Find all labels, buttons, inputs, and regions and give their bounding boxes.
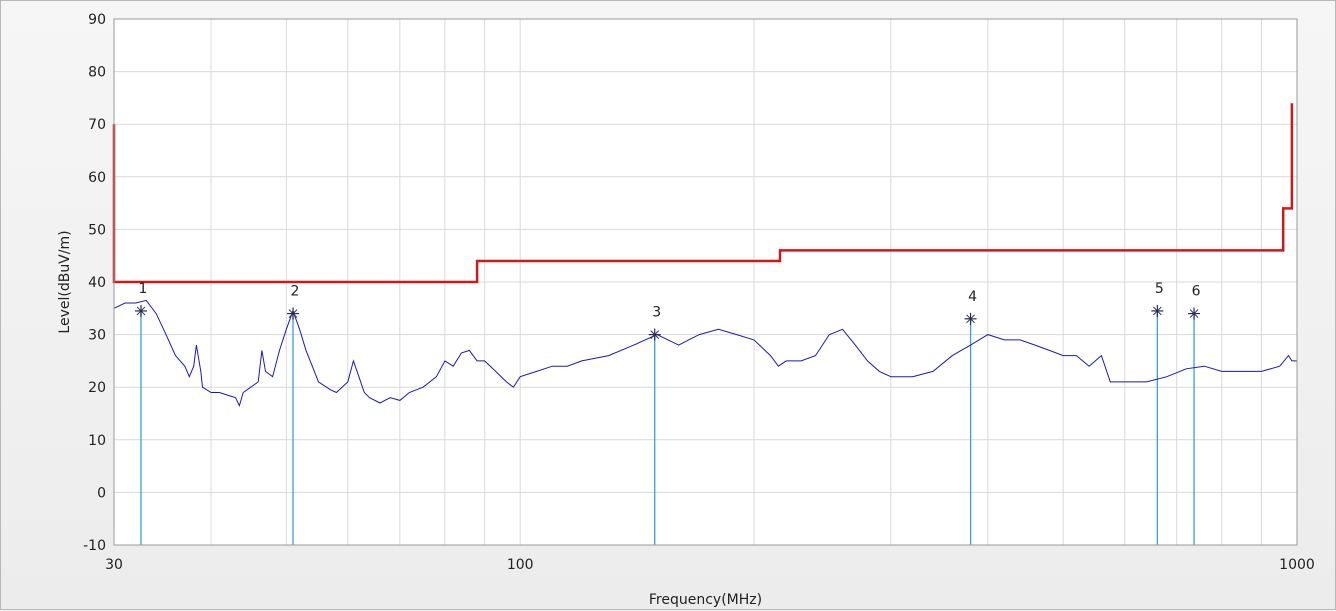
y-tick-labels: -10 0 10 20 30 40 50 60 70 80 90 — [83, 12, 106, 554]
marker-point — [1188, 307, 1201, 320]
y-tick-label: 20 — [88, 380, 106, 396]
x-axis-title: Frequency(MHz) — [649, 592, 762, 608]
y-tick-label: 70 — [88, 117, 106, 133]
y-tick-label: 10 — [88, 433, 106, 449]
marker-point — [287, 307, 300, 320]
y-axis-title: Level(dBuV/m) — [57, 230, 73, 333]
y-tick-label: 40 — [88, 275, 106, 291]
plot-border — [113, 18, 1298, 546]
marker-point — [135, 304, 148, 317]
y-tick-label: 30 — [88, 328, 106, 344]
y-tick-label: -10 — [83, 538, 106, 554]
y-tick-label: 50 — [88, 222, 106, 238]
y-tick-label: 80 — [88, 65, 106, 81]
x-tick-label: 1000 — [1279, 557, 1315, 573]
marker-label: 1 — [139, 281, 148, 297]
marker-lines — [140, 310, 1195, 545]
marker-symbols: 1 2 3 4 5 6 — [135, 281, 1201, 341]
marker-point — [648, 328, 661, 341]
y-tick-label: 0 — [97, 485, 106, 501]
marker-label: 3 — [652, 305, 661, 321]
x-tick-label: 30 — [105, 557, 123, 573]
x-tick-label: 100 — [507, 557, 534, 573]
marker-point — [964, 312, 977, 325]
limit-series-line — [112, 103, 1294, 284]
x-tick-labels: 30 100 1000 — [105, 557, 1315, 573]
marker-point — [1151, 304, 1164, 317]
marker-label: 6 — [1192, 284, 1201, 300]
marker-label: 4 — [968, 289, 977, 305]
y-tick-label: 60 — [88, 170, 106, 186]
y-tick-label: 90 — [88, 12, 106, 28]
spectrum-series-line — [113, 299, 1297, 407]
marker-label: 5 — [1155, 281, 1164, 297]
marker-label: 2 — [291, 284, 300, 300]
